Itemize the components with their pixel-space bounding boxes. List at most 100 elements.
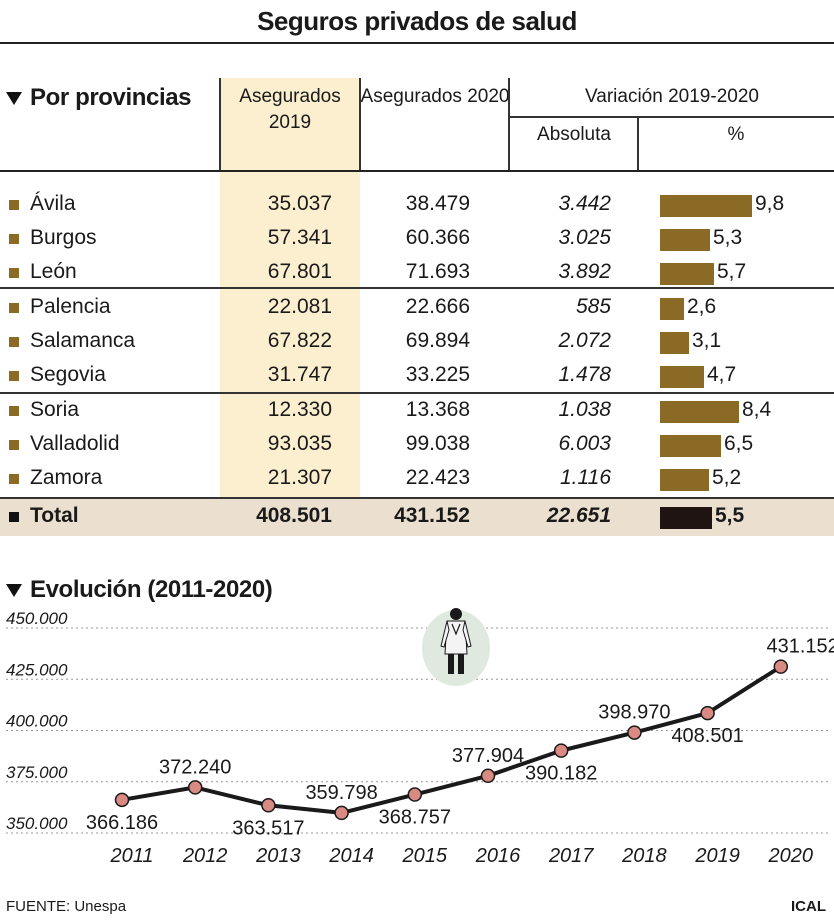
absolute-variation-value: 3.892 — [558, 260, 611, 283]
percent-value: 5,3 — [713, 226, 743, 249]
absolute-variation-value: 585 — [575, 295, 611, 318]
row-bullet — [9, 474, 19, 484]
province-name: Salamanca — [30, 329, 136, 352]
insured-2020-value: 22.423 — [405, 466, 470, 489]
x-tick-label: 2015 — [402, 845, 448, 867]
data-label: 372.240 — [159, 756, 231, 778]
insured-2020-value: 71.693 — [405, 260, 470, 283]
row-bullet — [9, 200, 19, 210]
percent-value: 5,7 — [717, 260, 747, 283]
insured-2020-value: 13.368 — [405, 398, 470, 421]
percent-value: 5,5 — [715, 504, 745, 527]
table-row: Palencia 22.081 22.666 585 2,6 — [0, 291, 834, 325]
insured-2020-value: 60.366 — [405, 226, 470, 249]
x-tick-label: 2014 — [328, 845, 374, 867]
insured-2019-value: 21.307 — [267, 466, 332, 489]
absolute-variation-value: 1.038 — [558, 398, 611, 421]
triangle-down-icon — [6, 583, 22, 597]
data-label: 398.970 — [598, 702, 670, 724]
insured-2019-value: 408.501 — [256, 504, 332, 527]
header-bottom-rule — [0, 170, 834, 172]
doctor-illustration — [422, 608, 490, 686]
absolute-variation-value: 1.478 — [558, 363, 611, 386]
percent-bar — [660, 401, 739, 423]
data-point — [407, 787, 423, 802]
table-row: León 67.801 71.693 3.892 5,7 — [0, 256, 834, 290]
percent-value: 3,1 — [692, 329, 722, 352]
data-point — [334, 805, 349, 821]
chart-title: Evolución (2011-2020) — [30, 576, 273, 603]
row-bullet — [9, 337, 19, 347]
header-percent: % — [727, 124, 745, 145]
percent-bar — [660, 195, 752, 217]
percent-bar — [660, 263, 714, 285]
province-name: Ávila — [30, 192, 76, 215]
y-tick-label: 350.000 — [6, 814, 68, 833]
x-tick-label: 2019 — [694, 845, 740, 867]
row-bullet — [9, 440, 19, 450]
data-label: 359.798 — [305, 782, 377, 804]
insured-2020-value: 22.666 — [405, 295, 470, 318]
absolute-variation-value: 1.116 — [560, 466, 611, 489]
line-chart: 350.000 375.000 400.000 425.000 450.000 366.… — [6, 608, 834, 867]
row-bullet — [9, 268, 19, 278]
grid-line — [508, 116, 834, 118]
insured-2019-value: 57.341 — [267, 226, 332, 249]
data-label: 366.186 — [86, 812, 158, 834]
table-row: Valladolid 93.035 99.038 6.003 6,5 — [0, 428, 834, 462]
insured-2019-value: 93.035 — [267, 432, 332, 455]
data-point — [114, 792, 130, 808]
insured-2019-value: 67.822 — [267, 329, 332, 352]
province-name: Total — [30, 504, 79, 527]
percent-bar — [660, 332, 689, 354]
province-name: León — [30, 260, 77, 283]
title-rule — [0, 42, 834, 44]
chart-section-title: Evolución (2011-2020) — [6, 576, 273, 604]
data-point — [773, 659, 789, 674]
data-label: 377.904 — [452, 745, 524, 767]
percent-value: 2,6 — [687, 295, 717, 318]
x-tick-label: 2018 — [621, 845, 667, 867]
x-tick-label: 2016 — [475, 845, 521, 867]
y-tick-label: 400.000 — [6, 712, 68, 731]
x-tick-label: 2011 — [109, 845, 153, 867]
table-row: Salamanca 67.822 69.894 2.072 3,1 — [0, 325, 834, 359]
absolute-variation-value: 2.072 — [558, 329, 611, 352]
insured-2020-value: 38.479 — [405, 192, 470, 215]
insured-2019-value: 35.037 — [267, 192, 332, 215]
province-name: Valladolid — [30, 432, 120, 455]
insured-2019-value: 67.801 — [267, 260, 332, 283]
data-point — [187, 780, 203, 795]
absolute-variation-value: 22.651 — [546, 504, 611, 527]
series-line — [121, 664, 782, 815]
insured-2020-value: 431.152 — [394, 504, 470, 527]
grid-line — [637, 116, 639, 170]
percent-value: 9,8 — [755, 192, 785, 215]
percent-value: 4,7 — [707, 363, 737, 386]
percent-bar — [660, 435, 721, 457]
province-name: Palencia — [30, 295, 111, 318]
grid-line — [219, 78, 221, 170]
data-point — [627, 725, 642, 740]
x-tick-label: 2013 — [255, 845, 301, 867]
percent-value: 6,5 — [724, 432, 754, 455]
absolute-variation-value: 6.003 — [558, 432, 611, 455]
x-tick-label: 2020 — [768, 845, 814, 867]
grid-line — [359, 78, 361, 170]
grid-line — [508, 78, 510, 170]
province-name: Burgos — [30, 226, 97, 249]
x-tick-label: 2012 — [182, 845, 228, 867]
row-bullet — [9, 406, 19, 416]
percent-bar — [660, 469, 709, 491]
insured-2020-value: 99.038 — [405, 432, 470, 455]
insured-2019-value: 31.747 — [267, 363, 332, 386]
group-separator — [0, 287, 834, 289]
data-point — [261, 798, 276, 813]
credit: ICAL — [791, 898, 826, 915]
row-bullet — [9, 234, 19, 244]
row-bullet — [9, 303, 19, 313]
data-label: 390.182 — [525, 763, 597, 785]
total-row: Total 408.501 431.152 22.651 5,5 — [0, 500, 834, 534]
table-section-title-text: Por provincias — [30, 84, 192, 111]
source-note: FUENTE: Unespa — [6, 898, 127, 915]
